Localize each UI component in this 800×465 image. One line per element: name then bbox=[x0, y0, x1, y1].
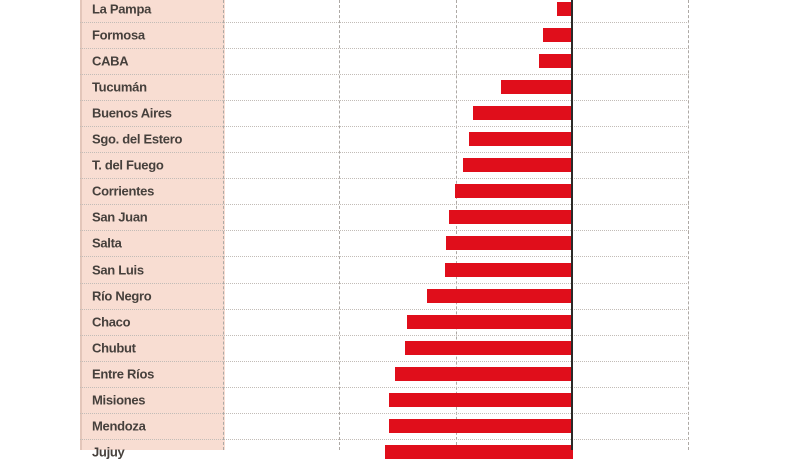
row-label: Mendoza bbox=[92, 418, 146, 434]
gridline bbox=[688, 0, 689, 450]
bar bbox=[445, 262, 573, 277]
provinces-bar-chart: La Pampa Formosa CABA Tucumán Buenos Aires Sg… bbox=[80, 0, 689, 460]
row-label: San Juan bbox=[92, 209, 148, 225]
bar bbox=[385, 445, 573, 460]
row-label: T. del Fuego bbox=[92, 157, 164, 173]
row-label: Buenos Aires bbox=[92, 105, 172, 121]
chart-row: T. del Fuego bbox=[80, 152, 689, 180]
chart-row: San Juan bbox=[80, 204, 689, 232]
row-label: Entre Ríos bbox=[92, 366, 155, 382]
chart-row: Tucumán bbox=[80, 74, 689, 102]
bar bbox=[446, 236, 573, 251]
row-label: San Luis bbox=[92, 262, 144, 278]
chart-rows: La Pampa Formosa CABA Tucumán Buenos Aires Sg… bbox=[80, 0, 689, 460]
row-label: Corrientes bbox=[92, 183, 155, 199]
chart-row: San Luis bbox=[80, 257, 689, 284]
row-label: Chubut bbox=[92, 340, 136, 356]
bar bbox=[557, 1, 573, 16]
row-label: Tucumán bbox=[92, 79, 147, 95]
bar bbox=[449, 210, 573, 225]
row-label: Misiones bbox=[92, 392, 146, 408]
row-label: CABA bbox=[92, 53, 129, 69]
gridline bbox=[456, 0, 457, 450]
chart-row: Corrientes bbox=[80, 178, 689, 206]
bar bbox=[463, 158, 573, 173]
row-label: Río Negro bbox=[92, 288, 152, 304]
bar bbox=[389, 392, 573, 407]
chart-row: Misiones bbox=[80, 387, 689, 414]
bar bbox=[427, 288, 573, 303]
chart-row: Mendoza bbox=[80, 413, 689, 440]
category-label-panel bbox=[80, 0, 225, 450]
bar bbox=[543, 27, 573, 42]
chart-row: Salta bbox=[80, 230, 689, 258]
row-label: Sgo. del Estero bbox=[92, 131, 183, 147]
gridline bbox=[223, 0, 224, 450]
row-label: Chaco bbox=[92, 314, 131, 330]
chart-row: Buenos Aires bbox=[80, 100, 689, 128]
bar bbox=[389, 418, 573, 433]
gridline bbox=[339, 0, 340, 450]
chart-row: Chaco bbox=[80, 309, 689, 336]
row-label: Salta bbox=[92, 235, 122, 251]
chart-row: Entre Ríos bbox=[80, 361, 689, 388]
bar bbox=[455, 184, 573, 199]
row-label: Formosa bbox=[92, 27, 145, 43]
bar bbox=[407, 314, 573, 329]
bar bbox=[539, 53, 573, 68]
chart-row: Jujuy bbox=[80, 439, 689, 465]
bar bbox=[469, 132, 573, 147]
chart-row: Río Negro bbox=[80, 283, 689, 310]
zero-axis-line bbox=[571, 0, 573, 450]
chart-row: Sgo. del Estero bbox=[80, 126, 689, 154]
chart-row: Formosa bbox=[80, 22, 689, 49]
bar bbox=[473, 106, 573, 121]
row-label: La Pampa bbox=[92, 1, 152, 17]
bar bbox=[405, 340, 573, 355]
chart-row: Chubut bbox=[80, 335, 689, 362]
chart-row: La Pampa bbox=[80, 0, 689, 23]
bar bbox=[395, 366, 573, 381]
chart-row: CABA bbox=[80, 48, 689, 75]
bar bbox=[501, 80, 573, 95]
row-label: Jujuy bbox=[92, 444, 125, 460]
